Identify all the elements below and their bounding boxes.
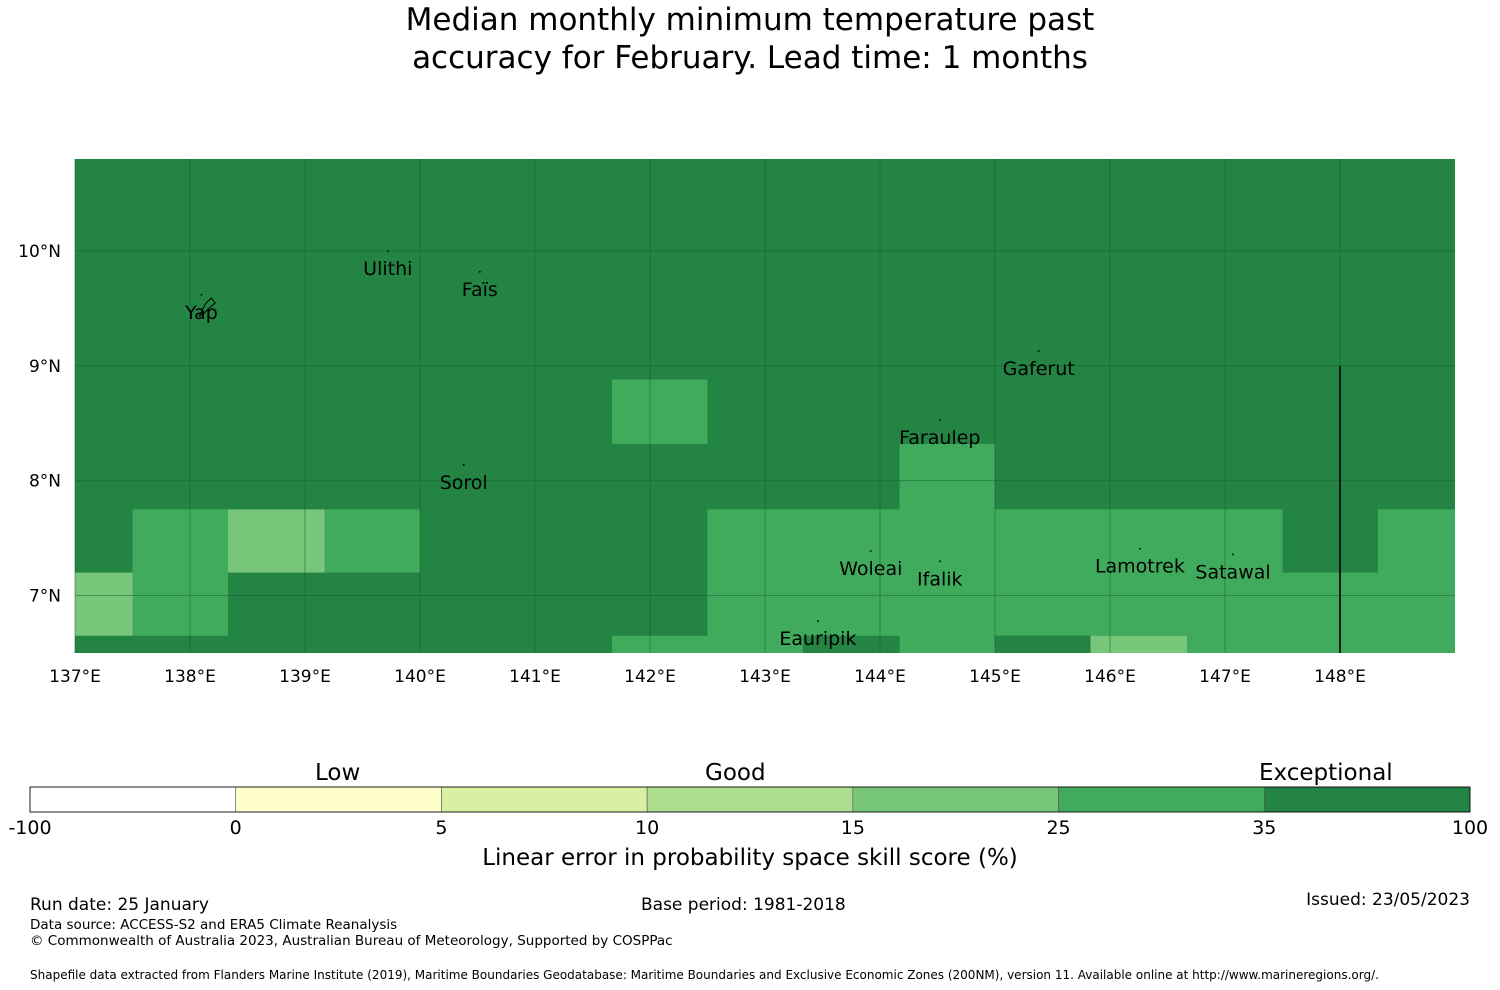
x-tick-label: 141°E [509,667,561,687]
island-dot [1037,350,1040,352]
colorbar-tick-label: 35 [1252,817,1277,839]
colorbar-bin [29,786,237,813]
place-label: Faïs [462,279,498,301]
y-tick-label: 7°N [29,587,61,607]
x-tick-label: 148°E [1314,667,1366,687]
skill-strip-1 [995,635,1091,653]
run-date: Run date: 25 January [30,895,209,915]
x-tick-label: 142°E [624,667,676,687]
skill-cell-0 [75,572,133,636]
skill-cell-11 [1090,635,1188,653]
colorbar-tick-label: 100 [1451,817,1489,839]
skill-cell-4 [612,379,708,444]
colorbar-frame [29,786,1471,813]
base-period: Base period: 1981-2018 [641,895,846,915]
island-dot [869,550,872,552]
colorbar-tick-label: 25 [1046,817,1071,839]
place-label: Faraulep [899,427,980,449]
colorbar-tick-label: 15 [840,817,865,839]
place-label: Woleai [839,558,902,580]
skill-cell-12 [1187,635,1283,653]
x-tick-label: 146°E [1084,667,1136,687]
x-tick-label: 137°E [49,667,101,687]
copyright: © Commonwealth of Australia 2023, Austra… [30,933,673,949]
island-dot [938,560,941,563]
colorbar-level-low: Low [315,760,361,786]
x-tick-label: 144°E [854,667,906,687]
island-dot [462,463,465,466]
island-dot [1232,553,1234,556]
skill-strip-0 [802,635,900,653]
colorbar-bin [235,786,442,813]
colorbar-tick-label: 10 [635,817,660,839]
y-tick-label: 9°N [29,357,61,377]
skill-cell-8 [995,509,1283,636]
place-label: Ulithi [363,258,412,280]
shapefile-credit: Shapefile data extracted from Flanders M… [30,968,1379,982]
x-tick-label: 139°E [279,667,331,687]
skill-cell-1 [132,509,228,636]
x-tick-label: 145°E [969,667,1021,687]
colorbar-level-good: Good [705,760,766,786]
issued-date: Issued: 23/05/2023 [1306,890,1470,910]
place-label: Sorol [440,472,488,494]
x-tick-label: 140°E [394,667,446,687]
x-tick-label: 138°E [164,667,216,687]
island-dot [1139,547,1141,550]
place-label: Satawal [1195,561,1270,583]
colorbar-bin [441,786,648,813]
x-tick-label: 147°E [1199,667,1251,687]
map-title-line1: Median monthly minimum temperature past [405,2,1095,38]
colorbar-bin [646,786,854,813]
colorbar-bin [1058,786,1265,813]
place-label: Yap [184,302,218,324]
colorbar-tick-label: 0 [229,817,242,839]
place-label: Lamotrek [1095,556,1185,578]
skill-cell-7 [899,443,995,653]
island-dot [817,620,819,622]
colorbar-bin [852,786,1059,813]
map-title-line2: accuracy for February. Lead time: 1 mont… [412,40,1088,76]
skill-cell-10 [1377,509,1455,653]
colorbar-level-exceptional: Exceptional [1259,760,1393,786]
skill-cell-3 [324,509,420,573]
island-dot [478,270,481,273]
skill-cell-9 [1282,572,1378,653]
skill-cell-6 [707,509,900,653]
colorbar-bin [1263,786,1471,813]
y-tick-label: 8°N [29,472,61,492]
data-source: Data source: ACCESS-S2 and ERA5 Climate … [30,917,398,933]
colorbar-title: Linear error in probability space skill … [482,845,1018,871]
place-label: Gaferut [1003,358,1075,380]
colorbar-tick-label: 5 [435,817,448,839]
skill-map: 137°E 138°E 139°E 140°E 141°E 142°E 143°E 144°E… [18,159,1455,687]
skill-cell-2 [227,509,325,573]
island-dot [938,419,941,421]
island-dot [200,293,203,296]
x-tick-label: 143°E [739,667,791,687]
skill-cell-5 [612,635,708,653]
y-tick-label: 10°N [18,242,61,262]
place-label: Eauripik [779,628,856,650]
yap-island-shape [198,297,216,318]
place-label: Ifalik [917,568,963,590]
island-dot [386,250,389,253]
colorbar [29,786,1471,813]
colorbar-tick-label: -100 [8,817,52,839]
